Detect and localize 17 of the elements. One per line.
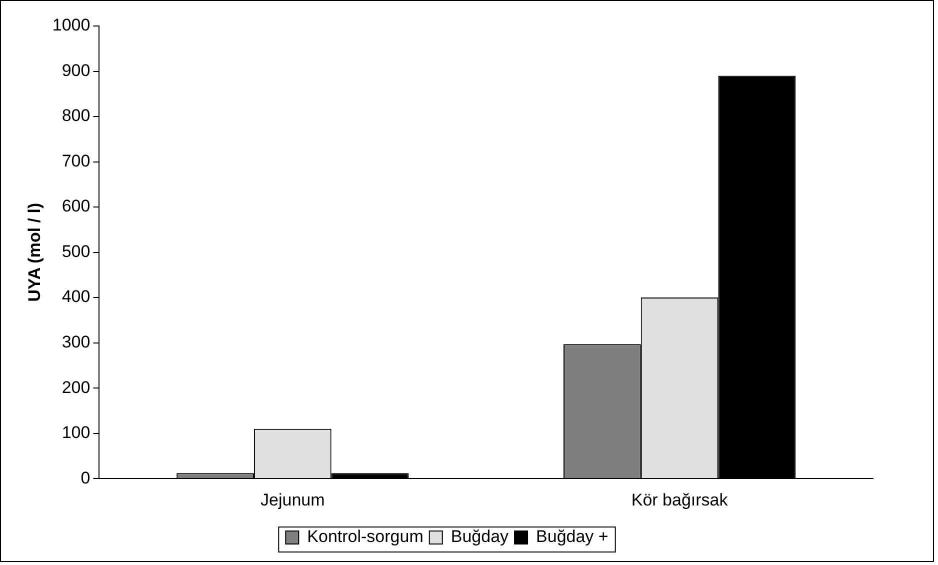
- x-tick-label: Jejunum: [260, 490, 325, 510]
- y-tick-label: 200: [62, 378, 90, 397]
- y-tick-label: 0: [80, 468, 90, 488]
- legend-label: Buğday +: [536, 527, 608, 546]
- y-tick-label: 400: [62, 287, 90, 306]
- y-tick-label: 300: [62, 332, 90, 352]
- y-tick-label: 1000: [52, 16, 90, 35]
- y-tick-label: 600: [62, 196, 90, 216]
- x-tick-label: Kör bağırsak: [631, 490, 728, 510]
- legend-label: Buğday: [450, 527, 510, 546]
- y-tick-label: 900: [62, 60, 90, 80]
- y-tick-label: 700: [62, 151, 90, 170]
- legend-label: Kontrol-sorgum: [307, 527, 424, 546]
- y-axis-title: UYA (mol / l): [24, 202, 44, 302]
- y-tick-label: 800: [62, 106, 90, 126]
- y-tick-label: 100: [62, 423, 90, 442]
- y-tick-label: 500: [62, 242, 90, 261]
